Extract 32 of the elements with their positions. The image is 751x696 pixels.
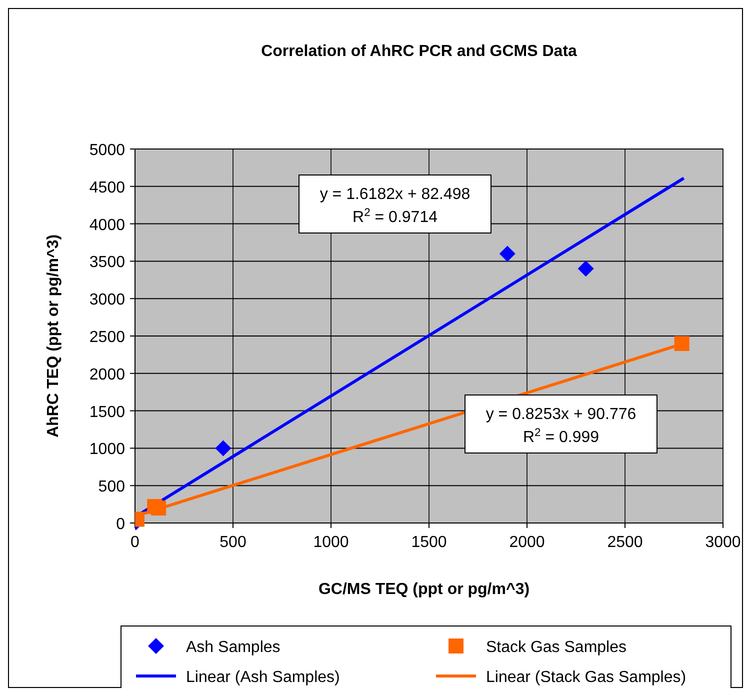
- y-tick-label: 0: [116, 516, 126, 533]
- point: [674, 336, 690, 351]
- y-tick-label: 4500: [89, 179, 126, 196]
- x-tick-label: 2000: [509, 534, 545, 551]
- y-tick-label: 1000: [89, 441, 126, 458]
- annotation: y = 0.8253x + 90.776 R$^{2}$ = 0.999: [486, 406, 636, 446]
- y-tick-label: 2500: [89, 329, 126, 346]
- point: [151, 500, 166, 516]
- point: [499, 246, 516, 262]
- legend-label: Linear (Ash Samples): [186, 669, 340, 686]
- y-tick-label: 5000: [89, 142, 126, 159]
- y-tick-label: 3500: [89, 254, 126, 272]
- x-tick-label: 2500: [607, 534, 643, 551]
- point: [215, 440, 232, 456]
- legend-label: Ash Samples: [186, 639, 280, 656]
- annotation: y = 1.6182x + 82.498 R$^{2}$ = 0.9714: [320, 186, 470, 226]
- x-axis-title: GC/MS TEQ (ppt or pg/m^3): [318, 581, 530, 598]
- legend-label: Linear (Stack Gas Samples): [486, 669, 686, 686]
- x-tick-label: 0: [130, 534, 140, 551]
- y-tick-label: 2000: [89, 366, 126, 384]
- x-tick-label: 1500: [411, 534, 447, 551]
- x-tick-label: 500: [220, 534, 246, 551]
- chart-title: Correlation of AhRC PCR and GCMS Data: [261, 43, 578, 60]
- y-tick-label: 1500: [89, 404, 126, 421]
- x-tick-label: 1000: [313, 534, 349, 551]
- y-axis-title: AhRC TEQ (ppt or pg/m^3): [45, 234, 62, 438]
- x-tick-label: 3000: [705, 534, 741, 551]
- y-tick-label: 500: [98, 478, 126, 496]
- y-tick-label: 3000: [89, 292, 126, 309]
- point: [578, 260, 594, 277]
- y-tick-label: 4000: [89, 216, 126, 234]
- legend-label: Stack Gas Samples: [486, 639, 626, 656]
